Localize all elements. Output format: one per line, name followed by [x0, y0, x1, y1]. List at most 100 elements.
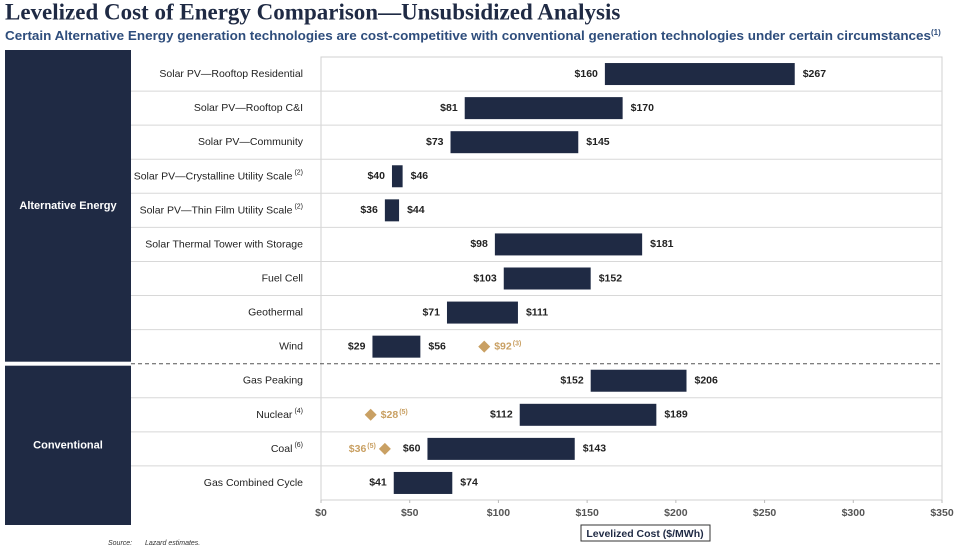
marker-label: $28(5): [381, 409, 408, 421]
high-label: $181: [650, 238, 674, 250]
range-bar: [604, 63, 795, 86]
low-label: $98: [470, 238, 488, 250]
source-label: Source:: [108, 540, 132, 547]
x-tick-label: $150: [575, 507, 599, 519]
category-label: Solar PV—Crystalline Utility Scale (2): [134, 169, 303, 182]
marker-note: (3): [513, 340, 522, 347]
category-name: Solar Thermal Tower with Storage: [145, 238, 303, 250]
category-label: Coal (6): [271, 442, 303, 455]
category-label: Wind: [279, 340, 303, 352]
x-tick-label: $100: [487, 507, 511, 519]
x-tick-label: $200: [664, 507, 688, 519]
range-bar: [393, 471, 453, 494]
category-name: Solar PV—Thin Film Utility Scale: [140, 204, 293, 216]
category-name: Solar PV—Rooftop C&I: [194, 102, 303, 114]
category-name: Gas Combined Cycle: [204, 477, 303, 489]
low-label: $73: [426, 136, 444, 148]
category-name: Fuel Cell: [262, 272, 303, 284]
category-name: Geothermal: [248, 306, 303, 318]
high-label: $170: [631, 102, 655, 114]
low-label: $71: [422, 306, 440, 318]
x-tick-label: $0: [315, 507, 327, 519]
x-axis-label: Levelized Cost ($/MWh): [586, 528, 703, 540]
low-label: $112: [490, 409, 513, 421]
high-label: $145: [586, 136, 610, 148]
marker-value-label: $28: [381, 409, 399, 421]
category-label: Gas Peaking: [243, 375, 303, 387]
marker-label: $92(3): [494, 340, 521, 352]
category-note: (2): [294, 169, 303, 176]
range-bar: [464, 97, 623, 120]
low-label: $81: [440, 102, 458, 114]
group-panel: [5, 50, 131, 362]
x-label-box: [580, 524, 711, 542]
category-label: Solar PV—Thin Film Utility Scale (2): [140, 203, 303, 216]
range-bar: [372, 335, 421, 358]
marker: [478, 340, 491, 353]
high-label: $143: [583, 443, 607, 455]
high-label: $206: [695, 375, 719, 387]
low-label: $103: [473, 272, 497, 284]
range-bar: [519, 403, 657, 426]
high-label: $46: [411, 170, 429, 182]
x-tick-label: $250: [753, 507, 777, 519]
category-note: (6): [294, 442, 303, 449]
low-label: $152: [560, 375, 584, 387]
range-bar: [446, 301, 518, 324]
marker: [378, 442, 391, 455]
group-label: Conventional: [33, 439, 103, 451]
x-tick-label: $50: [401, 507, 419, 519]
marker-note: (5): [399, 409, 408, 416]
category-label: Geothermal: [248, 306, 303, 318]
marker: [364, 408, 377, 421]
category-name: Solar PV—Community: [198, 136, 304, 148]
category-label: Solar PV—Rooftop Residential: [159, 68, 303, 80]
marker-value-label: $36: [349, 443, 367, 455]
category-name: Solar PV—Rooftop Residential: [159, 68, 303, 80]
low-label: $40: [367, 170, 385, 182]
source: Lazard estimates.: [145, 540, 200, 547]
range-bar: [494, 233, 643, 256]
x-tick-label: $300: [842, 507, 866, 519]
range-bar: [391, 165, 403, 188]
category-name: Gas Peaking: [243, 375, 303, 387]
category-label: Gas Combined Cycle: [204, 477, 303, 489]
range-bar: [503, 267, 591, 290]
high-label: $111: [526, 306, 548, 318]
category-note: (4): [294, 408, 303, 415]
low-label: $36: [360, 204, 378, 216]
plot-frame: [320, 56, 943, 501]
chart-title: Levelized Cost of Energy Comparison—Unsu…: [5, 0, 620, 24]
range-bar: [427, 437, 575, 460]
range-bar: [384, 199, 400, 222]
x-tick-label: $350: [930, 507, 954, 519]
marker-value-label: $92: [494, 340, 512, 352]
low-label: $41: [369, 477, 387, 489]
low-label: $160: [575, 68, 599, 80]
category-name: Wind: [279, 340, 303, 352]
high-label: $152: [599, 272, 623, 284]
category-note: (2): [294, 203, 303, 210]
category-name: Solar PV—Crystalline Utility Scale: [134, 170, 293, 182]
category-label: Solar Thermal Tower with Storage: [145, 238, 303, 250]
high-label: $189: [664, 409, 688, 421]
category-name: Nuclear: [256, 409, 293, 421]
low-label: $60: [403, 443, 421, 455]
category-label: Solar PV—Rooftop C&I: [194, 102, 303, 114]
high-label: $44: [407, 204, 425, 216]
subtitle-note: (1): [931, 28, 941, 37]
group-label: Alternative Energy: [19, 200, 117, 212]
marker-label: $36(5): [349, 443, 376, 455]
range-bar: [590, 369, 687, 392]
group-panel: [5, 365, 131, 525]
category-label: Nuclear (4): [256, 408, 303, 421]
category-label: Solar PV—Community: [198, 136, 304, 148]
low-label: $29: [348, 340, 366, 352]
marker-note: (5): [367, 443, 376, 450]
high-label: $74: [460, 477, 478, 489]
high-label: $56: [428, 340, 446, 352]
range-bar: [450, 131, 579, 154]
subtitle: Certain Alternative Energy generation te…: [5, 28, 941, 43]
